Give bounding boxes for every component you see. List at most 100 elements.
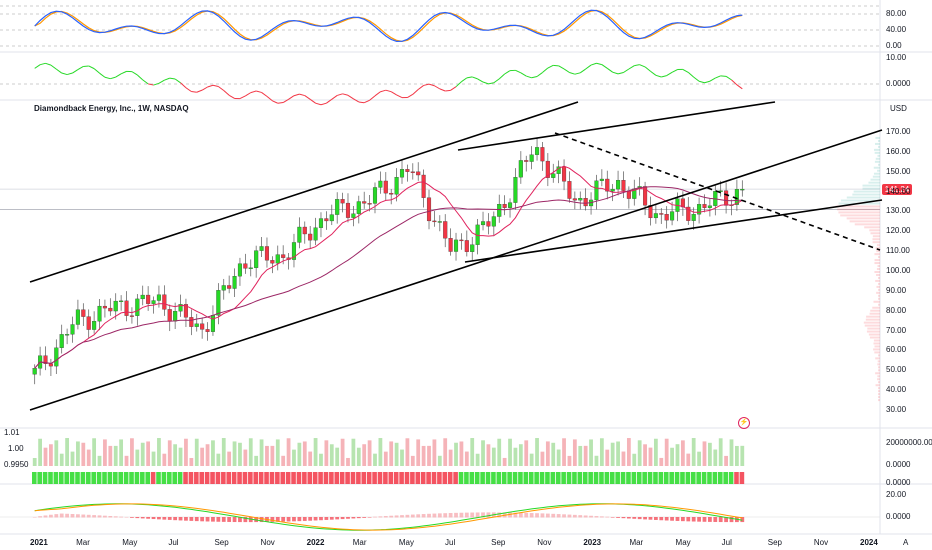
volume-profile-bar [875, 357, 880, 359]
candle-body [141, 295, 145, 299]
osc-segment [429, 84, 434, 86]
trend-bar [615, 472, 620, 484]
macd-hist-bar [454, 513, 458, 518]
macd-hist-bar [184, 517, 188, 521]
osc-segment [170, 78, 175, 79]
macd-hist-bar [384, 516, 388, 517]
candle-body [216, 290, 220, 315]
candle-body [254, 251, 258, 268]
trend-bar [189, 472, 194, 484]
candle-body [249, 268, 253, 269]
trend-bar [378, 472, 383, 484]
volume-profile-bar [867, 331, 880, 333]
trend-bar [102, 472, 107, 484]
candle-body [616, 180, 620, 189]
flash-icon[interactable]: ⚡ [738, 417, 750, 429]
macd-hist-bar [373, 517, 377, 518]
candle-body [595, 181, 599, 200]
volume-bar [573, 439, 577, 466]
volume-profile-bar [864, 226, 880, 228]
volume-bar [541, 452, 545, 466]
macd-hist-bar [584, 515, 588, 517]
trend-bar [540, 472, 545, 484]
osc-segment [548, 65, 553, 68]
macd-hist-bar [308, 517, 312, 521]
macd-hist-bar [152, 517, 156, 519]
volume-bar [351, 439, 355, 466]
candle-body [119, 301, 123, 302]
osc-segment [35, 65, 40, 69]
candle-body [670, 212, 674, 221]
osc-segment [51, 65, 56, 69]
volume-bar [76, 441, 80, 466]
macd-hist-bar [524, 513, 528, 518]
candle-body [524, 160, 528, 161]
volume-bar [443, 438, 447, 466]
time-axis-label: Sep [214, 538, 228, 547]
candle-body [600, 179, 604, 181]
volume-left-label: 1.01 [4, 428, 20, 437]
volume-bar [422, 446, 426, 466]
trend-bar [599, 472, 604, 484]
macd-hist-bar [395, 515, 399, 517]
volume-bar [605, 450, 609, 466]
macd-hist-bar [103, 516, 107, 518]
macd-hist-bar [141, 517, 145, 518]
volume-profile-bar [872, 238, 880, 240]
osc-segment [181, 83, 186, 88]
price-axis-label: 30.00 [886, 405, 906, 414]
macd-hist-bar [676, 517, 680, 521]
macd-hist-bar [222, 517, 226, 522]
osc-segment [175, 79, 180, 83]
trend-bar [680, 472, 685, 484]
timezone-button[interactable]: A [903, 538, 908, 547]
volume-bar [454, 443, 458, 466]
volume-bar [260, 439, 264, 466]
volume-profile-bar [875, 137, 880, 139]
time-axis-label: May [122, 538, 137, 547]
volume-profile-bar [878, 140, 880, 142]
macd-hist-bar [330, 517, 334, 520]
candle-body [740, 189, 744, 190]
candle-body [530, 155, 534, 162]
osc-axis-label: 10.00 [886, 53, 906, 62]
ma-slow-line [35, 187, 743, 369]
volume-bar [265, 446, 269, 466]
trend-bar [626, 472, 631, 484]
volume-bar [54, 440, 58, 466]
candle-body [708, 206, 712, 208]
volume-bar [692, 438, 696, 466]
macd-hist-bar [400, 515, 404, 517]
macd-hist-bar [422, 514, 426, 517]
trend-bar [453, 472, 458, 484]
trend-bar [529, 472, 534, 484]
volume-bar [60, 454, 64, 466]
osc-segment [623, 69, 628, 73]
macd-hist-bar [292, 517, 296, 521]
volume-profile-bar [878, 289, 880, 291]
volume-profile-bar [870, 310, 880, 312]
osc-segment [602, 65, 607, 69]
trend-bar [361, 472, 366, 484]
osc-segment [688, 72, 693, 77]
osc-segment [186, 88, 191, 92]
candle-body [227, 285, 231, 288]
osc-segment [634, 65, 639, 66]
osc-segment [46, 63, 51, 65]
stoch-axis-label: 40.00 [886, 25, 906, 34]
candle-body [351, 214, 355, 218]
candle-body [195, 324, 199, 327]
trend-bar [491, 472, 496, 484]
currency-label[interactable]: USD [890, 104, 907, 113]
volume-bar [535, 438, 539, 466]
trend-bar [464, 472, 469, 484]
candle-body [114, 301, 118, 311]
volume-bar [503, 458, 507, 466]
volume-bar [730, 439, 734, 466]
trend-bar [437, 472, 442, 484]
trend-bar [37, 472, 42, 484]
trend-bar [497, 472, 502, 484]
volume-profile-bar [878, 366, 880, 368]
volume-bar [108, 446, 112, 466]
